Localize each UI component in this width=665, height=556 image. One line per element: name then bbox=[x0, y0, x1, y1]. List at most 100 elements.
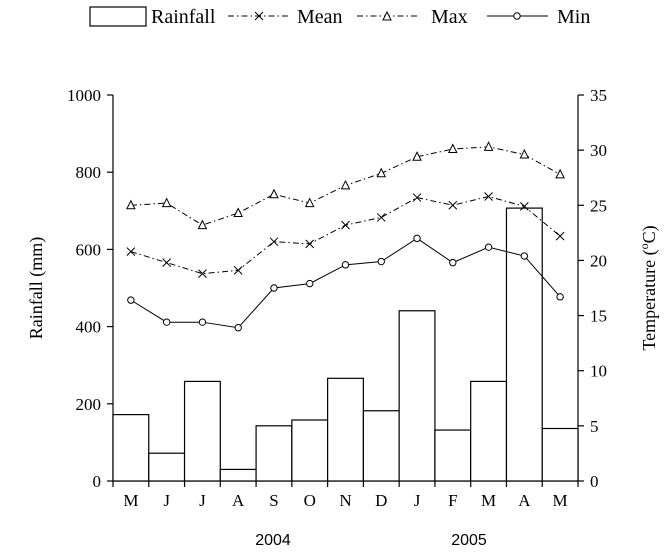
min-point bbox=[556, 293, 564, 301]
right-tick-label: 20 bbox=[590, 251, 607, 270]
max-point bbox=[447, 143, 458, 154]
rainfall-bar bbox=[434, 429, 472, 482]
right-axis-ticks: 0 5 10 15 20 25 30 35 bbox=[578, 86, 607, 491]
mean-point bbox=[269, 237, 279, 247]
rainfall-bar bbox=[291, 419, 329, 482]
max-point bbox=[340, 179, 351, 190]
min-point bbox=[162, 318, 171, 326]
x-tick-label: S bbox=[269, 491, 278, 510]
min-point bbox=[270, 284, 278, 292]
max-point bbox=[376, 167, 387, 178]
series-line bbox=[130, 237, 561, 329]
min-point bbox=[234, 324, 242, 332]
legend-min-label: Min bbox=[557, 6, 590, 28]
mean-point bbox=[126, 247, 136, 256]
min-point bbox=[306, 279, 314, 288]
mean-point bbox=[305, 239, 315, 249]
series-mean bbox=[126, 192, 565, 279]
legend: Rainfall Mean Max Min bbox=[89, 6, 590, 28]
x-tick-label: F bbox=[448, 491, 457, 510]
left-axis-title: Rainfall (mm) bbox=[26, 237, 47, 339]
x-tick-label: O bbox=[304, 491, 316, 510]
min-point bbox=[127, 296, 135, 304]
legend-rainfall-swatch bbox=[89, 6, 147, 27]
right-tick-label: 10 bbox=[590, 362, 607, 381]
x-tick-label: J bbox=[414, 491, 421, 510]
right-tick-label: 5 bbox=[590, 417, 599, 436]
legend-max-label: Max bbox=[431, 6, 468, 28]
mean-point bbox=[519, 202, 529, 211]
min-point bbox=[341, 261, 350, 269]
rainfall-bar bbox=[505, 207, 543, 482]
year-label-2005: 2005 bbox=[451, 532, 487, 549]
x-tick-label: A bbox=[518, 491, 531, 510]
max-point bbox=[233, 207, 244, 218]
series-max bbox=[126, 141, 565, 230]
mean-point bbox=[341, 220, 350, 230]
max-point bbox=[197, 219, 208, 230]
rainfall-bars bbox=[112, 207, 579, 482]
temperature-lines bbox=[126, 141, 565, 332]
right-tick-label: 25 bbox=[590, 196, 607, 215]
mean-point bbox=[555, 231, 565, 241]
legend-max-swatch bbox=[357, 10, 418, 21]
min-point bbox=[413, 234, 421, 243]
left-tick-label: 1000 bbox=[67, 86, 101, 105]
left-tick-label: 800 bbox=[76, 163, 102, 182]
x-tick-label: M bbox=[481, 491, 496, 510]
mean-point bbox=[484, 192, 493, 201]
rainfall-bar bbox=[148, 452, 186, 482]
min-point bbox=[449, 258, 457, 267]
left-tick-label: 200 bbox=[76, 395, 102, 414]
max-point bbox=[555, 168, 565, 179]
year-label-2004: 2004 bbox=[255, 532, 291, 549]
min-point bbox=[520, 252, 529, 260]
x-tick-label: M bbox=[123, 491, 138, 510]
right-tick-label: 35 bbox=[590, 86, 607, 105]
max-point bbox=[304, 197, 315, 208]
max-point bbox=[269, 188, 279, 199]
x-tick-label: J bbox=[199, 491, 206, 510]
min-point bbox=[198, 318, 207, 326]
mean-point bbox=[162, 258, 172, 267]
max-point bbox=[412, 151, 422, 161]
rainfall-bar bbox=[398, 310, 436, 482]
rainfall-bar bbox=[183, 380, 221, 482]
mean-point bbox=[233, 266, 243, 275]
x-tick-label: N bbox=[339, 491, 351, 510]
min-point bbox=[484, 243, 493, 251]
x-tick-label: J bbox=[163, 491, 170, 510]
mean-point bbox=[412, 193, 422, 202]
legend-min-swatch bbox=[487, 12, 548, 20]
left-tick-label: 0 bbox=[93, 472, 102, 491]
x-tick-label: A bbox=[232, 491, 245, 510]
rainfall-bar bbox=[470, 380, 508, 482]
x-tick-label: M bbox=[553, 491, 568, 510]
max-point bbox=[126, 199, 136, 210]
rainfall-bar bbox=[255, 425, 293, 482]
right-tick-label: 30 bbox=[590, 141, 607, 160]
series-min bbox=[127, 234, 564, 332]
rainfall-bar bbox=[327, 377, 364, 482]
max-point bbox=[483, 141, 494, 151]
max-point bbox=[519, 148, 530, 159]
right-tick-label: 0 bbox=[590, 472, 599, 491]
max-point bbox=[161, 197, 172, 208]
rainfall-bar bbox=[219, 468, 257, 482]
min-point bbox=[377, 257, 385, 266]
left-tick-label: 400 bbox=[76, 318, 102, 337]
legend-rainfall-label: Rainfall bbox=[151, 6, 216, 28]
legend-mean-swatch bbox=[228, 11, 290, 21]
rainfall-bar bbox=[362, 410, 400, 482]
x-tick-label: D bbox=[375, 491, 387, 510]
rainfall-bar bbox=[112, 414, 150, 482]
rainfall-bar bbox=[541, 427, 579, 482]
mean-point bbox=[198, 269, 207, 279]
right-axis-title: Temperature (oC) bbox=[637, 225, 660, 350]
left-tick-label: 600 bbox=[76, 240, 102, 259]
mean-point bbox=[376, 213, 386, 222]
left-axis-ticks: 0 200 400 600 800 1000 bbox=[67, 86, 113, 491]
mean-point bbox=[448, 200, 458, 210]
